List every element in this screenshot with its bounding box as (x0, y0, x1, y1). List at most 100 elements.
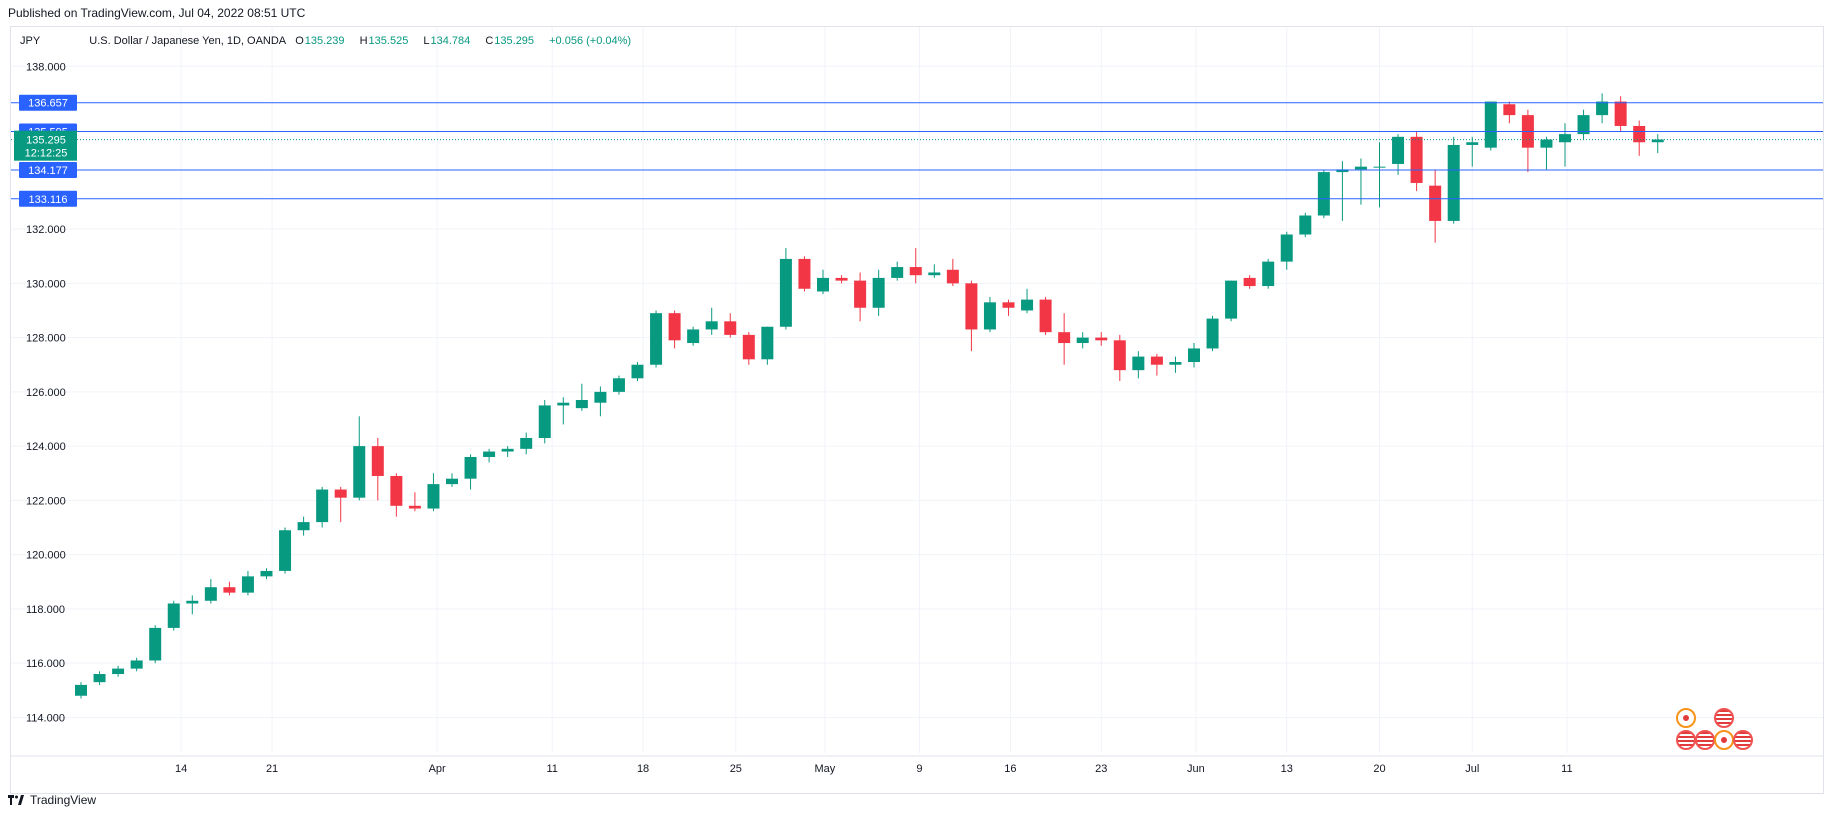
y-tick-label: 132.000 (26, 224, 66, 236)
x-tick-label: Jul (1465, 763, 1479, 775)
candle-body (705, 321, 718, 330)
candle-body (650, 313, 663, 365)
us-flag-icon[interactable] (1733, 730, 1753, 750)
candle-body (1336, 169, 1349, 173)
candle-body (1447, 144, 1460, 221)
candle (297, 516, 310, 536)
y-tick-label: 114.000 (26, 712, 65, 724)
candle-body (909, 267, 922, 276)
candle (1299, 212, 1312, 238)
candle (1466, 136, 1479, 167)
candle (983, 296, 996, 333)
level-label: 136.657 (28, 98, 68, 110)
candle-body (93, 674, 106, 683)
candle (1596, 93, 1609, 124)
candle (1503, 101, 1516, 124)
us-flag-icon[interactable] (1714, 708, 1734, 728)
candle-body (1392, 136, 1405, 164)
candle (668, 310, 681, 349)
candle-body (464, 456, 477, 479)
last-price-badge (14, 130, 77, 161)
candle-body (538, 405, 551, 438)
candle-body (854, 280, 867, 308)
candle-body (946, 269, 959, 284)
candle-body (724, 321, 737, 335)
candle-body (872, 277, 885, 308)
candle-body (761, 326, 774, 360)
candle (371, 437, 384, 501)
y-tick-label: 120.000 (26, 550, 66, 562)
candle-body (1150, 356, 1163, 365)
candle-body (1651, 139, 1664, 143)
level-badge (19, 190, 77, 207)
candle-body (798, 258, 811, 289)
candle (112, 665, 125, 677)
high-label: H (359, 35, 368, 47)
jp-flag-icon[interactable] (1714, 730, 1734, 750)
jp-flag-icon[interactable] (1676, 708, 1696, 728)
countdown-label: 12:12:25 (25, 148, 68, 160)
candle (75, 682, 87, 699)
candle-body (408, 505, 421, 509)
y-tick-label: 118.000 (26, 604, 65, 616)
candle (1354, 158, 1367, 205)
candle-body (1188, 348, 1200, 363)
y-tick-label: 116.000 (26, 658, 65, 670)
candle-body (1225, 280, 1238, 319)
candle (1577, 109, 1590, 140)
candle (1169, 356, 1182, 373)
candle-body (1299, 215, 1312, 235)
candle (260, 568, 273, 580)
x-tick-label: 25 (730, 763, 742, 775)
chart-frame (10, 26, 1824, 794)
candle-body (575, 400, 588, 409)
candle (483, 448, 496, 463)
candle-body (928, 272, 941, 276)
candle (353, 416, 366, 501)
published-caption: Published on TradingView.com, Jul 04, 20… (8, 6, 306, 20)
candle-body (297, 522, 310, 531)
candle (779, 248, 792, 330)
footer: TradingView (8, 793, 96, 807)
candle-body (1429, 185, 1442, 221)
candle-body (742, 334, 755, 360)
candle (93, 671, 106, 685)
candle-body (631, 364, 644, 379)
x-tick-label: 23 (1095, 763, 1107, 775)
ticker-label: JPY (20, 35, 41, 47)
candle-body (1039, 299, 1052, 333)
candle (1651, 134, 1664, 154)
candle-body (1076, 337, 1089, 344)
candle (872, 269, 885, 316)
low-value: 134.784 (430, 35, 471, 47)
candle (241, 570, 254, 596)
tradingview-logo-icon (8, 795, 24, 805)
us-flag-icon[interactable] (1676, 730, 1696, 750)
candle-body (1002, 302, 1015, 308)
candle-body (1633, 125, 1646, 143)
level-badge (19, 162, 77, 179)
candle-body (1113, 340, 1126, 371)
candle (965, 280, 978, 352)
candle-body (612, 378, 625, 392)
candle (1132, 351, 1145, 379)
candle-body (1169, 362, 1182, 365)
candle (1113, 334, 1126, 382)
us-flag-icon[interactable] (1695, 730, 1715, 750)
candle-body (1577, 115, 1590, 135)
candle (408, 492, 421, 512)
x-tick-label: 11 (1561, 763, 1572, 775)
candle (204, 579, 217, 604)
candle-body (1021, 299, 1034, 311)
candle (1021, 288, 1034, 314)
candle (1280, 231, 1293, 270)
candle-body (149, 627, 162, 661)
symbol-description: U.S. Dollar / Japanese Yen, 1D, OANDA (89, 35, 287, 47)
candle (1484, 101, 1497, 151)
candle (1447, 136, 1460, 224)
candle (928, 264, 941, 278)
candles-group (75, 93, 1664, 699)
candle (1058, 313, 1071, 365)
candle (854, 272, 867, 322)
